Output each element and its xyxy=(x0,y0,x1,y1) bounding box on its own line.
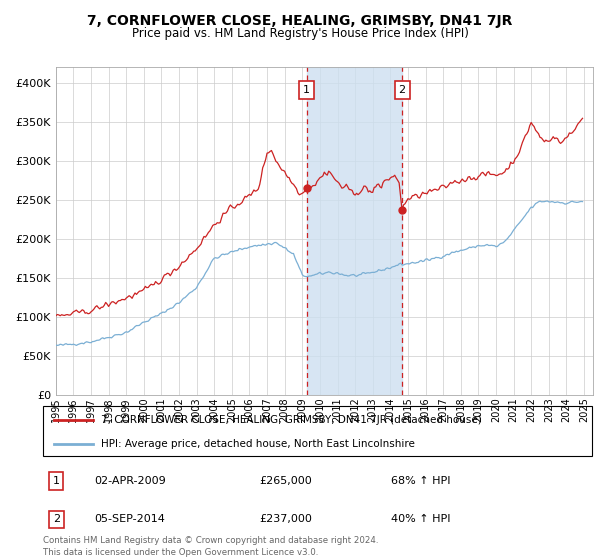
Text: 1: 1 xyxy=(303,85,310,95)
Text: 02-APR-2009: 02-APR-2009 xyxy=(94,476,166,486)
Text: £237,000: £237,000 xyxy=(259,514,312,524)
Text: 2: 2 xyxy=(53,514,60,524)
Text: 7, CORNFLOWER CLOSE, HEALING, GRIMSBY, DN41 7JR (detached house): 7, CORNFLOWER CLOSE, HEALING, GRIMSBY, D… xyxy=(101,415,482,425)
Text: 40% ↑ HPI: 40% ↑ HPI xyxy=(391,514,451,524)
Text: 68% ↑ HPI: 68% ↑ HPI xyxy=(391,476,451,486)
Text: 7, CORNFLOWER CLOSE, HEALING, GRIMSBY, DN41 7JR: 7, CORNFLOWER CLOSE, HEALING, GRIMSBY, D… xyxy=(88,14,512,28)
Bar xyxy=(307,67,402,395)
Text: HPI: Average price, detached house, North East Lincolnshire: HPI: Average price, detached house, Nort… xyxy=(101,439,415,449)
Text: £265,000: £265,000 xyxy=(259,476,312,486)
Text: Price paid vs. HM Land Registry's House Price Index (HPI): Price paid vs. HM Land Registry's House … xyxy=(131,27,469,40)
Text: 2: 2 xyxy=(398,85,406,95)
Text: Contains HM Land Registry data © Crown copyright and database right 2024.
This d: Contains HM Land Registry data © Crown c… xyxy=(43,536,379,557)
Text: 05-SEP-2014: 05-SEP-2014 xyxy=(94,514,165,524)
Text: 1: 1 xyxy=(53,476,60,486)
